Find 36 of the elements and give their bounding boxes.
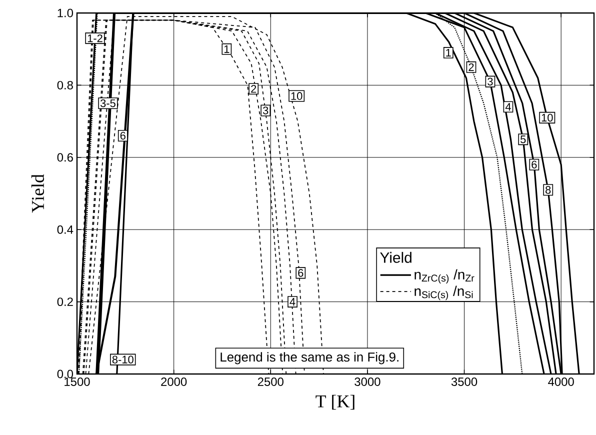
x-tick-label: 2500 — [258, 378, 284, 386]
x-tick-label: 2000 — [161, 378, 187, 386]
annotation: Legend is the same as in Fig.9. — [220, 352, 398, 364]
x-tick-label: 1500 — [64, 378, 90, 386]
annotation: 1-2 — [88, 34, 102, 42]
annotation: 6 — [120, 132, 126, 140]
y-tick-label: 0.6 — [57, 153, 73, 162]
y-tick-label: 1.0 — [58, 8, 74, 18]
legend-label: n$_{ZrC(s)}$ /n$_{Zr}$ — [414, 269, 474, 284]
annotation: 3 — [488, 78, 493, 86]
annotation: 10 — [291, 92, 302, 100]
annotation: 8 — [546, 186, 551, 194]
y-tick-label: 0.4 — [57, 225, 74, 234]
annotation: 6 — [298, 269, 304, 277]
y-axis-title: Yield — [31, 174, 44, 213]
annotation: 1 — [224, 45, 230, 53]
y-tick-label: 0.0 — [57, 370, 74, 378]
annotation: 2 — [468, 63, 474, 71]
x-tick-label: 3500 — [451, 378, 478, 386]
annotation: 3-5 — [100, 99, 116, 108]
annotation: 4 — [505, 103, 511, 111]
x-tick-label: 3000 — [354, 378, 380, 386]
y-tick-label: 0.2 — [57, 298, 73, 306]
x-tick-label: 4000 — [548, 378, 574, 386]
legend-label: n$_{SiC(s)}$ /n$_{Si}$ — [414, 286, 473, 300]
annotation: 4 — [290, 298, 296, 306]
y-tick-label: 0.8 — [57, 80, 73, 90]
annotation: 2 — [251, 84, 256, 93]
annotation: 10 — [542, 114, 553, 122]
legend-title: Yield — [380, 252, 412, 263]
annotation: 3 — [262, 106, 268, 114]
x-axis-title: T [K] — [316, 394, 354, 410]
annotation: 1 — [446, 48, 451, 56]
annotation: 5 — [520, 136, 526, 144]
annotation: 6 — [532, 160, 537, 168]
annotation: 8-10 — [112, 356, 134, 364]
